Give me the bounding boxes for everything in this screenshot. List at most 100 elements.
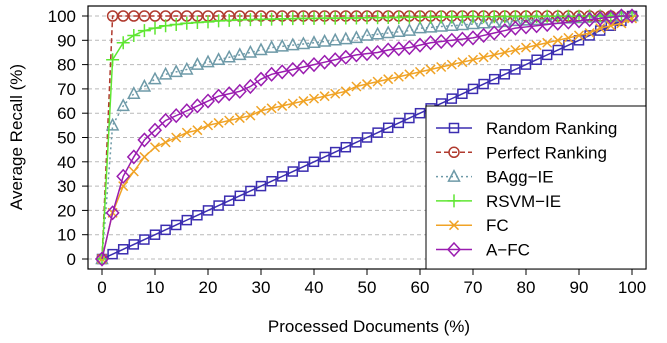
data-point [413,20,427,34]
x-tick-label: 20 [199,278,218,297]
x-tick-label: 50 [358,278,377,297]
data-point [137,78,152,92]
data-point [329,146,341,158]
data-point [277,100,288,111]
data-point [127,28,141,42]
y-tick-label: 20 [57,201,76,220]
legend-label: A−FC [486,241,530,260]
data-point [499,47,510,58]
data-point [160,224,171,236]
legend-label: BAgg−IE [486,168,554,187]
data-point [171,132,182,143]
data-point [393,71,404,82]
data-point [455,17,470,31]
legend-marker [448,122,460,134]
data-point [276,171,288,182]
data-point [518,19,534,35]
data-point [106,53,120,67]
data-point [117,244,129,255]
data-point [126,149,141,165]
data-point [298,161,309,172]
data-point [286,37,300,51]
data-point [404,69,415,80]
data-point [233,47,247,61]
x-tick-label: 10 [146,278,165,297]
data-point [393,117,405,129]
data-point [381,25,395,39]
data-point [192,210,203,221]
data-point [529,18,544,34]
data-point [552,44,564,56]
data-point [550,15,565,31]
x-tick-label: 0 [97,278,106,297]
data-point [370,26,385,40]
series-layer [94,8,640,267]
data-point [372,76,383,87]
data-point [307,35,321,48]
data-point [149,142,161,153]
data-point [603,9,618,25]
data-point [414,66,426,77]
data-point [213,200,224,211]
y-tick-label: 50 [57,129,76,148]
legend-item: A−FC [436,241,530,260]
data-point [339,31,353,45]
data-point [624,8,640,24]
data-point [287,98,298,109]
legend-marker [448,146,460,159]
data-point [563,39,574,51]
data-point [404,112,415,124]
data-point [180,61,194,75]
data-point [446,93,458,104]
data-point [181,214,193,226]
data-point [255,105,267,116]
data-point [116,168,131,184]
data-point [201,15,215,29]
data-point [245,110,256,121]
data-point [498,14,512,28]
data-point [137,132,152,148]
x-tick-label: 40 [305,278,324,297]
data-point [192,125,203,136]
y-tick-label: 60 [57,104,76,123]
data-point [372,127,383,138]
data-point [582,12,597,28]
data-point [542,37,553,48]
data-point [423,35,438,51]
data-point [360,27,374,41]
data-point [243,44,258,58]
data-point [478,78,489,90]
x-tick-label: 60 [411,278,430,297]
data-point [359,46,375,62]
data-point [298,96,309,107]
data-point [243,78,258,95]
data-point [128,166,139,177]
legend-item: RSVM−IE [436,192,561,211]
data-point [234,190,246,202]
data-point [457,57,468,68]
data-point [181,127,192,138]
legend-box [425,105,647,270]
data-point [402,22,417,36]
y-axis: 0 10 20 30 40 50 60 70 80 90 100 [48,7,88,269]
data-point [605,20,616,31]
y-tick-label: 80 [57,56,76,75]
data-point [340,86,351,97]
series-fc [96,13,638,265]
data-point [381,42,396,58]
legend-item: BAgg−IE [436,168,554,187]
data-point [94,251,110,267]
y-tick-label: 0 [67,250,76,269]
data-point [466,16,480,30]
data-point [595,23,606,34]
data-point [382,122,394,134]
data-point [330,88,341,99]
data-point [116,36,130,50]
data-point [139,151,150,162]
data-point [563,32,574,43]
data-point [519,12,533,26]
x-tick-label: 90 [570,278,589,297]
data-point [116,98,130,112]
x-axis: 0 10 20 30 40 50 60 70 80 90 100 [97,269,646,297]
legend-item: Perfect Ranking [436,143,607,162]
